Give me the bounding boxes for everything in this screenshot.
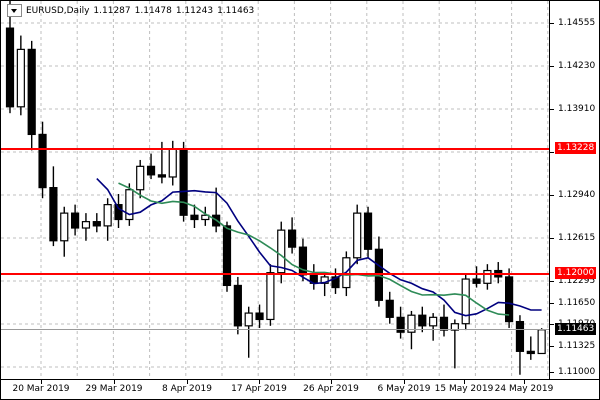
time-tick <box>404 380 405 384</box>
price-tick <box>550 281 554 282</box>
low-value: 1.11243 <box>175 5 214 16</box>
price-level-line-upper[interactable] <box>1 148 549 150</box>
current-price-line <box>1 329 549 330</box>
price-axis-label: 1.13910 <box>558 104 596 114</box>
time-axis[interactable]: 20 Mar 2019 29 Mar 2019 8 Apr 2019 17 Apr 2… <box>1 379 600 400</box>
chart-header: EURUSD,Daily 1.11287 1.11478 1.11243 1.1… <box>7 4 254 17</box>
price-tick <box>550 195 554 196</box>
time-tick <box>331 380 332 384</box>
price-axis-label: 1.14555 <box>558 18 596 28</box>
time-axis-label: 20 Mar 2019 <box>12 384 70 394</box>
price-tick <box>550 23 554 24</box>
high-value: 1.11478 <box>134 5 172 16</box>
symbol-period-label: EURUSD,Daily <box>26 5 90 16</box>
price-axis-label: 1.11325 <box>558 341 596 351</box>
time-axis-label: 26 Apr 2019 <box>303 384 359 394</box>
price-tick <box>550 66 554 67</box>
price-level-label[interactable]: 1.12000 <box>555 267 597 279</box>
chart-plot-area[interactable] <box>1 1 549 379</box>
price-axis-label: 1.12295 <box>558 276 596 286</box>
close-value: 1.11463 <box>217 5 255 16</box>
time-tick <box>114 380 115 384</box>
candlestick-series <box>5 1 546 375</box>
time-axis-label: 17 Apr 2019 <box>231 384 287 394</box>
moving-average-lines <box>96 178 542 317</box>
price-axis-label: 1.12615 <box>558 233 596 243</box>
price-axis-label: 1.11000 <box>558 367 596 377</box>
price-axis-label: 1.12940 <box>558 190 596 200</box>
time-axis-label: 15 May 2019 <box>434 384 494 394</box>
price-tick <box>550 346 554 347</box>
price-tick <box>550 109 554 110</box>
price-level-line-lower[interactable] <box>1 273 549 275</box>
price-tick <box>550 303 554 304</box>
price-axis-label: 1.14230 <box>558 61 596 71</box>
price-tick <box>550 372 554 373</box>
time-axis-label: 29 Mar 2019 <box>85 384 143 394</box>
price-axis[interactable]: 1.145551.142301.139101.135851.132281.129… <box>549 1 600 379</box>
open-value: 1.11287 <box>93 5 131 16</box>
price-tick <box>550 324 554 325</box>
time-tick <box>259 380 260 384</box>
price-tick <box>550 152 554 153</box>
time-tick <box>524 380 525 384</box>
time-tick <box>464 380 465 384</box>
price-axis-label: 1.11650 <box>558 298 596 308</box>
time-axis-label: 6 May 2019 <box>377 384 431 394</box>
current-price-label[interactable]: 1.11463 <box>555 323 597 335</box>
chevron-down-icon[interactable] <box>7 4 22 17</box>
time-axis-label: 8 Apr 2019 <box>162 384 212 394</box>
price-level-label[interactable]: 1.13228 <box>555 142 597 154</box>
time-axis-label: 24 May 2019 <box>494 384 554 394</box>
price-tick <box>550 238 554 239</box>
time-tick <box>187 380 188 384</box>
time-tick <box>41 380 42 384</box>
